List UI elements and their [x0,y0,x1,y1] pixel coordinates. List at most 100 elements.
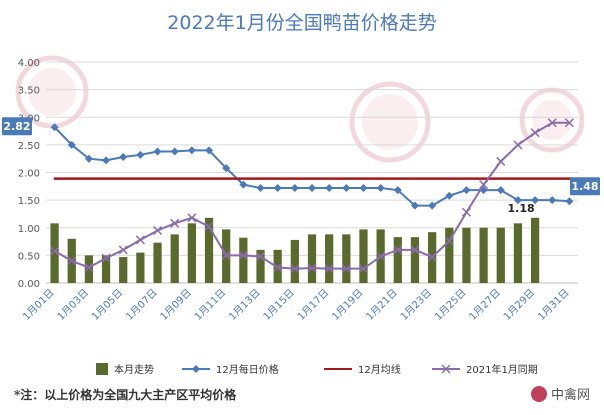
diamond-marker [67,140,76,149]
bar [513,223,523,283]
x-marker [101,253,111,263]
x-marker [84,262,94,273]
line-series-3 [50,118,574,274]
y-tick-label: 0.50 [18,251,40,262]
bar [462,227,471,283]
x-marker [479,180,489,190]
x-marker [221,250,231,260]
bar [530,217,540,283]
x-tick-label: 1月17日 [295,287,331,323]
x-marker [461,207,471,217]
x-marker [187,213,197,223]
x-tick-label: 1月11日 [192,287,228,323]
bar [359,229,368,283]
x-marker [255,251,266,262]
diamond-marker [290,183,299,192]
legend-label: 2021年1月同期 [466,363,538,376]
brand-name: 中禽网 [550,388,590,403]
legend-item: 本月走势 [96,363,154,376]
bar [393,237,402,283]
footnote: *注：以上价格为全国九大主产区平均价格 [14,388,237,402]
diamond-marker [170,147,179,156]
legend-marker [192,365,200,373]
bar [445,227,454,283]
diamond-marker [239,180,248,189]
legend: 本月走势 12月每日价格 12月均线 2021年1月同期 [96,363,538,376]
y-tick-label: 1.50 [18,196,40,207]
bar [325,234,334,283]
bar [307,234,317,283]
diamond-marker [531,196,540,205]
diamond-marker [308,183,316,192]
y-tick-label: 3.50 [18,86,40,97]
bar [204,217,214,283]
y-tick-label: 1.00 [18,224,40,235]
bar [479,227,488,283]
legend-label: 本月走势 [114,363,154,376]
bar [187,223,196,283]
diamond-marker [513,196,522,205]
diamond-marker [50,123,59,132]
value-callout-box [570,177,600,196]
x-marker [444,236,454,246]
x-marker [67,256,77,266]
diamond-marker [428,201,437,210]
y-tick-label: 2.00 [18,169,40,180]
legend-item: 12月均线 [324,363,401,376]
diamond-marker [119,153,128,162]
x-marker [393,245,403,255]
x-marker [564,118,574,128]
y-tick-label: 4.00 [18,58,40,69]
diamond-marker [565,197,574,206]
x-marker [341,264,351,274]
x-tick-label: 1月23日 [398,287,434,323]
bar [170,234,179,283]
legend-swatch [96,363,108,375]
legend-label: 12月每日价格 [216,363,279,376]
value-callout-label: 2.82 [3,120,30,133]
x-marker [513,140,523,150]
bar [84,255,94,283]
diamond-marker [84,154,93,163]
x-marker [410,245,420,255]
x-marker [238,250,248,260]
x-tick-labels: 1月01日1月03日1月05日1月07日1月09日1月11日1月13日1月15日… [21,287,572,323]
x-tick-label: 1月31日 [535,287,571,323]
diamond-marker [102,156,111,165]
x-tick-label: 1月27日 [467,287,503,323]
x-tick-label: 1月05日 [89,287,125,323]
bar [119,257,128,283]
bar [239,237,248,283]
x-tick-label: 1月15日 [261,287,297,323]
x-marker [307,263,317,273]
x-marker [547,118,557,128]
watermark-icon [362,94,418,150]
y-tick-labels: 0.000.501.001.502.002.503.003.504.00 [18,58,40,290]
legend-item: 12月每日价格 [182,363,279,376]
diamond-marker [205,146,214,155]
diamond-marker [325,183,334,192]
diamond-marker [496,186,505,195]
x-marker [530,128,540,138]
bar [50,223,59,283]
watermark-icon [532,100,572,140]
x-tick-label: 1月01日 [21,287,57,323]
diamond-marker [256,183,265,192]
diamond-marker [222,164,231,173]
bar [342,234,351,283]
watermark-logos [15,55,585,163]
diamond-marker [445,191,454,200]
diamond-marker [376,183,385,192]
x-marker [50,246,60,256]
watermark-icon [28,68,76,116]
x-tick-label: 1月03日 [55,287,91,323]
x-marker [118,245,128,255]
x-tick-label: 1月25日 [432,287,468,323]
diamond-marker [136,150,145,159]
bar [290,239,299,283]
bar [410,237,420,283]
x-marker [324,264,334,274]
diamond-marker [187,146,196,155]
x-tick-label: 1月13日 [227,287,263,323]
